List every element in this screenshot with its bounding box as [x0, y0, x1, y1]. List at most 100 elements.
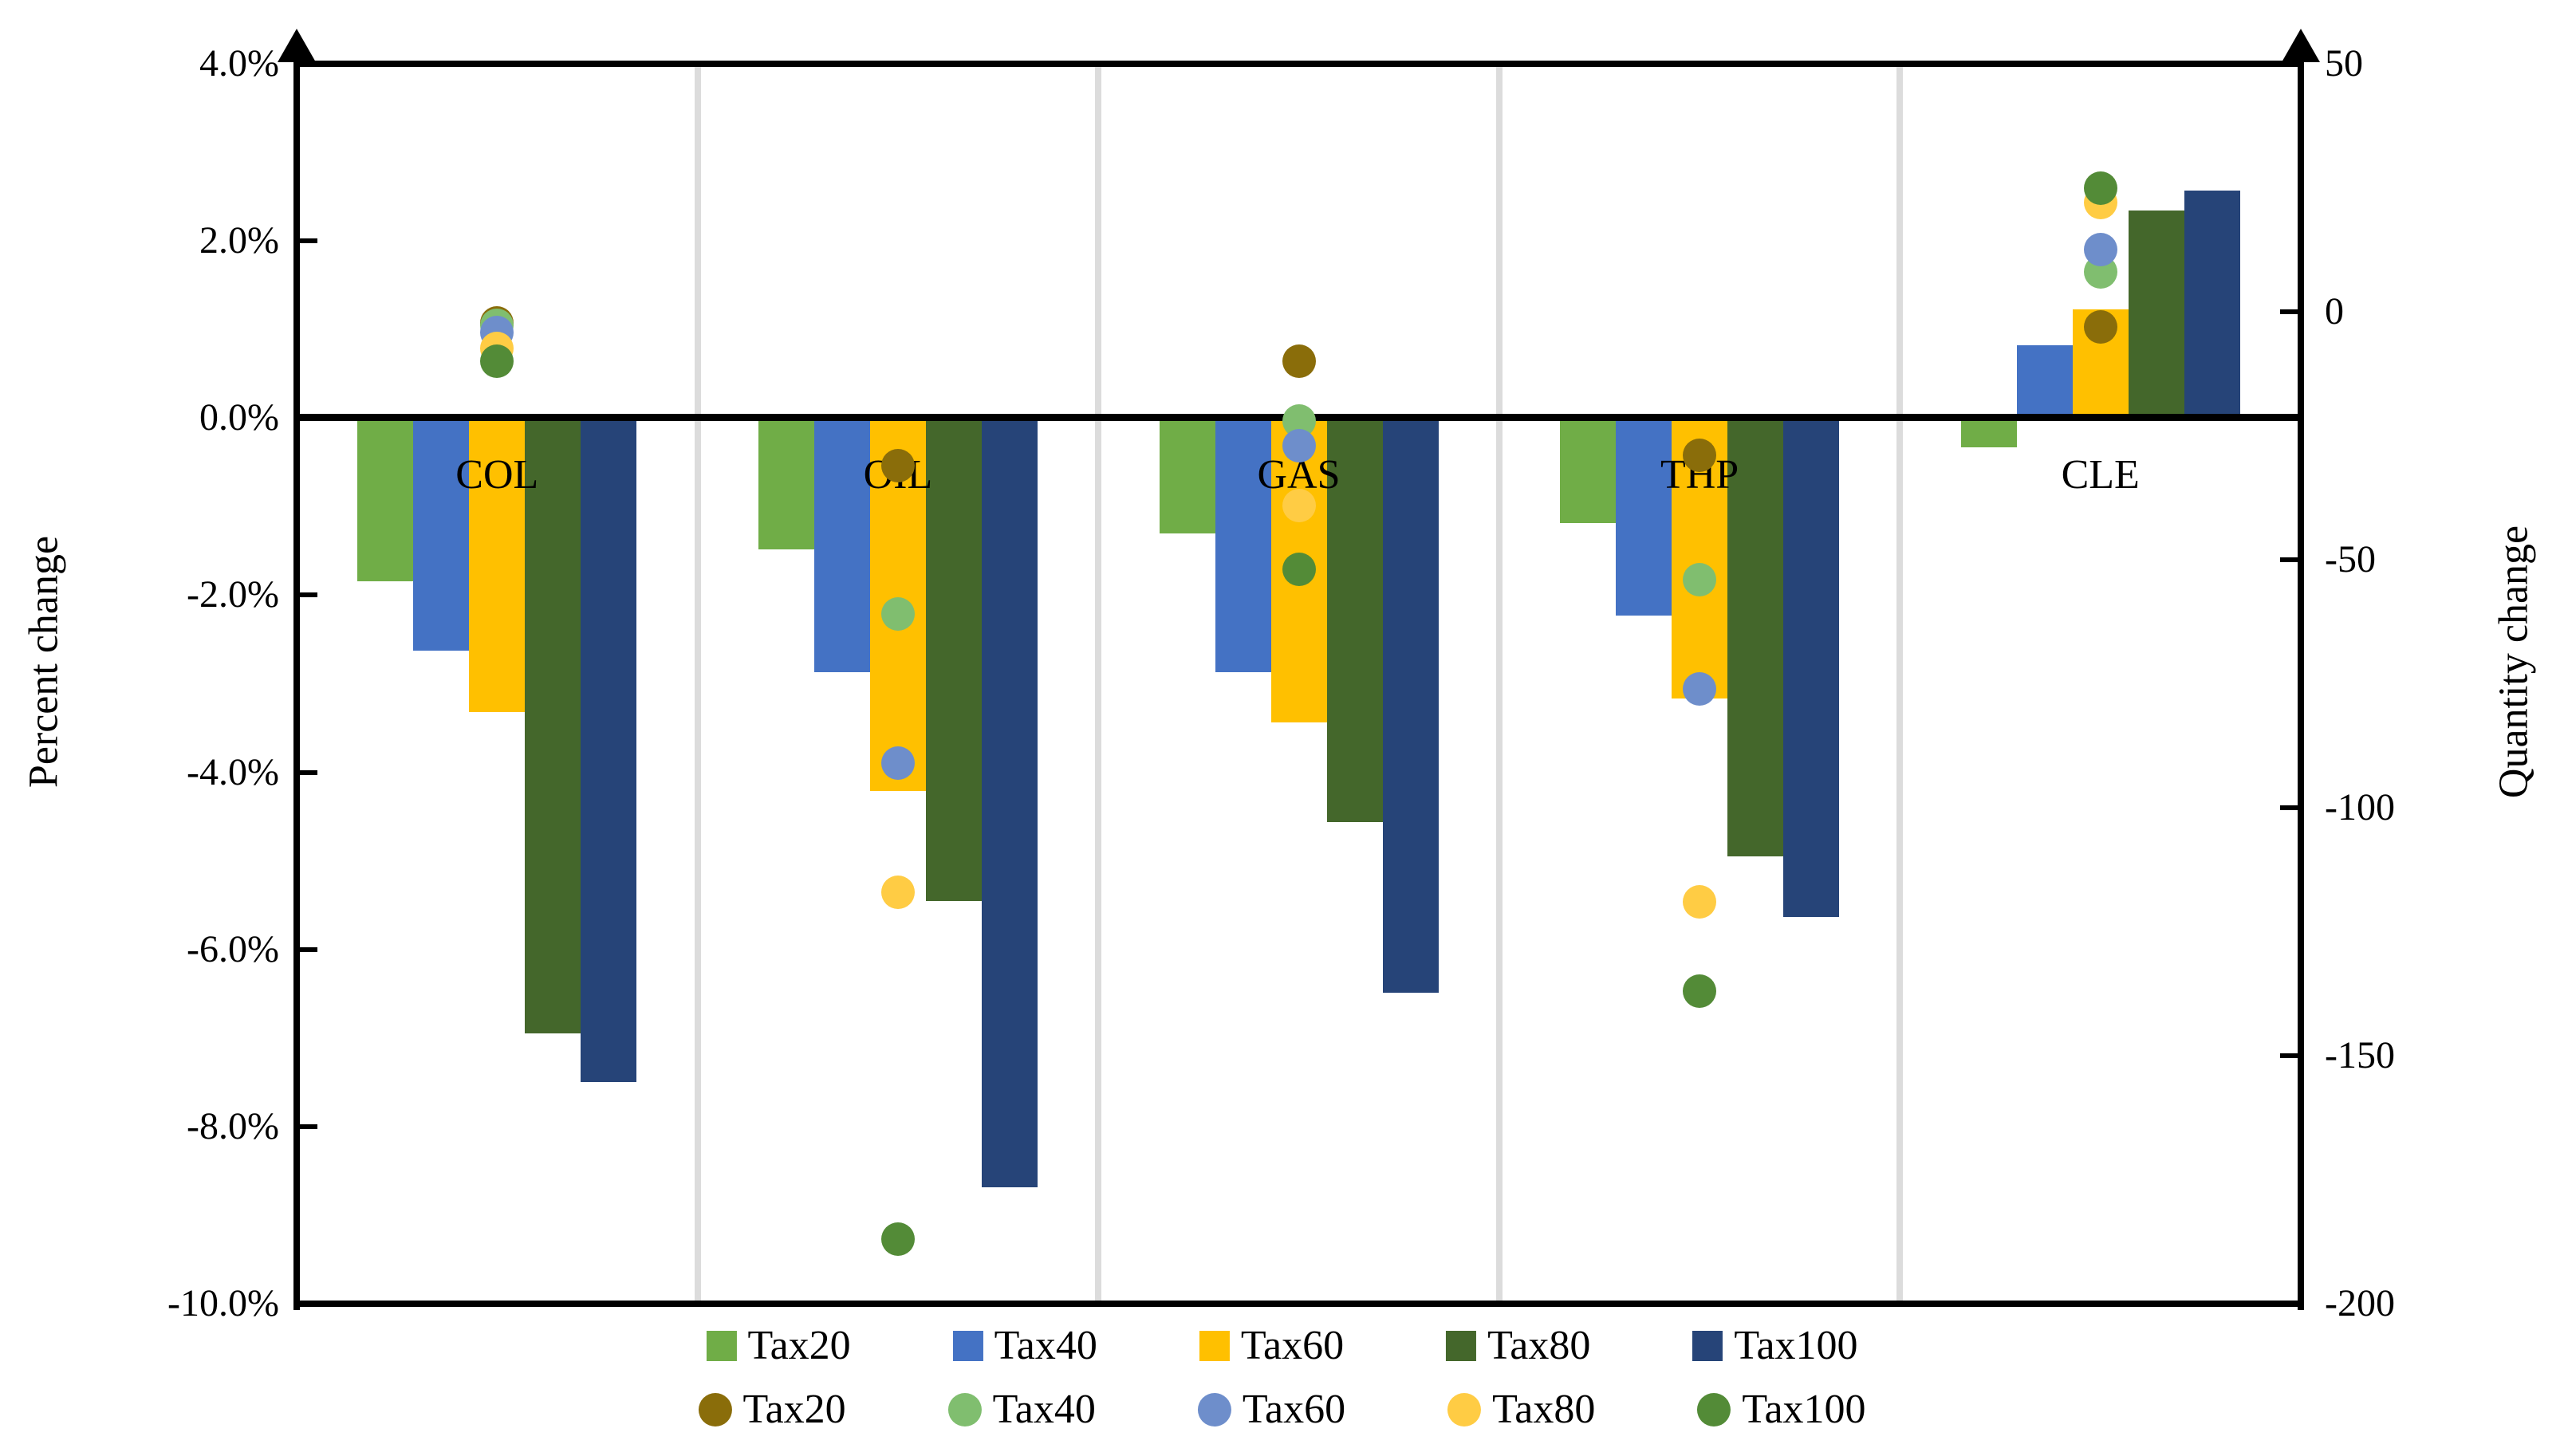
dot-THP-Tax60 — [1683, 671, 1717, 706]
dot-marker-icon — [1197, 1393, 1231, 1426]
legend-label: Tax60 — [1242, 1387, 1346, 1432]
dot-THP-Tax40 — [1683, 562, 1717, 596]
legend-item-bar-Tax80: Tax80 — [1446, 1325, 1590, 1367]
bar-marker-icon — [1692, 1331, 1723, 1361]
bar-CLE-Tax80 — [2128, 211, 2184, 419]
left-axis-tick — [300, 946, 317, 952]
dot-CLE-Tax20 — [2083, 309, 2117, 344]
group-separator-line — [694, 67, 701, 1301]
bar-THP-Tax80 — [1727, 418, 1784, 857]
legend-row-dots: Tax20 Tax40 Tax60 Tax80 Tax100 — [698, 1387, 1866, 1432]
legend-item-dot-Tax60: Tax60 — [1197, 1387, 1346, 1432]
legend-item-bar-Tax100: Tax100 — [1692, 1325, 1858, 1367]
dot-THP-Tax20 — [1683, 439, 1717, 473]
left-axis-tick-label: -6.0% — [187, 927, 279, 970]
dot-GAS-Tax100 — [1282, 553, 1316, 587]
dot-OIL-Tax40 — [880, 597, 915, 632]
legend-item-dot-Tax80: Tax80 — [1447, 1389, 1595, 1430]
left-axis-tick — [300, 238, 317, 244]
dot-GAS-Tax60 — [1282, 428, 1316, 462]
left-axis-line — [293, 35, 300, 1310]
legend-item-bar-Tax20: Tax20 — [706, 1323, 851, 1368]
bar-marker-icon — [1446, 1331, 1477, 1361]
right-axis-line — [2298, 35, 2304, 1310]
right-axis-tick-label: -50 — [2325, 538, 2376, 580]
dot-OIL-Tax100 — [880, 1222, 915, 1257]
legend-label: Tax100 — [1742, 1387, 1866, 1432]
right-axis-arrow-up — [2282, 29, 2320, 62]
bar-THP-Tax20 — [1560, 418, 1617, 524]
bottom-axis-line — [293, 1301, 2304, 1307]
dot-CLE-Tax60 — [2083, 233, 2117, 267]
right-axis-tick — [2280, 557, 2298, 562]
category-label-CLE: CLE — [2061, 452, 2140, 498]
dot-OIL-Tax60 — [880, 746, 915, 781]
bar-OIL-Tax40 — [813, 418, 870, 673]
left-axis-tick-label: -10.0% — [167, 1282, 279, 1324]
left-axis-tick-label: 4.0% — [199, 42, 279, 85]
right-axis-tick-label: 0 — [2325, 290, 2344, 333]
dot-marker-icon — [1697, 1393, 1731, 1426]
bar-CLE-Tax40 — [2016, 345, 2073, 419]
bar-COL-Tax80 — [525, 418, 581, 1034]
legend-label: Tax40 — [994, 1323, 1097, 1368]
left-axis-tick — [300, 592, 317, 598]
group-separator-line — [1896, 67, 1904, 1301]
right-axis-tick — [2280, 805, 2298, 810]
bar-THP-Tax100 — [1783, 418, 1840, 917]
right-axis-tick — [2280, 309, 2298, 314]
left-axis-tick-label: -4.0% — [187, 750, 279, 793]
bar-GAS-Tax40 — [1215, 418, 1271, 673]
top-border-line — [293, 61, 2304, 67]
dot-CLE-Tax100 — [2083, 171, 2117, 205]
legend-item-dot-Tax40: Tax40 — [947, 1387, 1096, 1432]
dot-marker-icon — [947, 1393, 982, 1426]
legend-label: Tax80 — [1492, 1387, 1596, 1432]
bar-marker-icon — [1199, 1331, 1230, 1361]
dot-OIL-Tax80 — [880, 875, 915, 909]
bar-COL-Tax20 — [357, 418, 414, 581]
right-axis-tick — [2280, 1053, 2298, 1058]
left-axis-tick-label: 2.0% — [199, 219, 279, 262]
right-axis-tick-label: -100 — [2325, 786, 2395, 828]
bar-CLE-Tax100 — [2184, 190, 2240, 419]
bar-GAS-Tax20 — [1159, 418, 1215, 533]
right-axis-tick-label: -150 — [2325, 1034, 2395, 1076]
left-axis-arrow-up — [278, 29, 316, 62]
legend-label: Tax80 — [1487, 1323, 1591, 1368]
legend-item-bar-Tax60: Tax60 — [1199, 1325, 1344, 1367]
bar-COL-Tax100 — [581, 418, 637, 1083]
legend-label: Tax20 — [742, 1387, 846, 1432]
legend-label: Tax40 — [992, 1387, 1096, 1432]
right-axis-tick-label: -200 — [2325, 1282, 2395, 1324]
left-axis-tick — [300, 769, 317, 775]
bar-OIL-Tax100 — [981, 418, 1038, 1188]
dot-THP-Tax80 — [1683, 885, 1717, 919]
legend-item-dot-Tax20: Tax20 — [698, 1387, 846, 1432]
dot-marker-icon — [1447, 1393, 1482, 1426]
bar-GAS-Tax100 — [1382, 418, 1439, 994]
bar-CLE-Tax20 — [1960, 418, 2017, 447]
legend-item-bar-Tax40: Tax40 — [952, 1323, 1097, 1368]
legend-label: Tax20 — [747, 1323, 851, 1368]
category-label-COL: COL — [455, 452, 539, 498]
dot-GAS-Tax80 — [1282, 488, 1316, 522]
bar-COL-Tax40 — [413, 418, 470, 651]
dot-marker-icon — [698, 1393, 732, 1426]
bar-THP-Tax40 — [1616, 418, 1672, 616]
left-axis-tick — [300, 415, 317, 421]
dot-GAS-Tax20 — [1282, 344, 1316, 379]
dot-THP-Tax100 — [1683, 974, 1717, 1009]
bar-marker-icon — [706, 1331, 737, 1361]
bar-marker-icon — [952, 1331, 983, 1361]
left-axis-tick-label: 0.0% — [199, 396, 279, 439]
left-axis-tick-label: -8.0% — [187, 1104, 279, 1147]
group-separator-line — [1495, 67, 1503, 1301]
dot-OIL-Tax20 — [880, 448, 915, 482]
group-separator-line — [1095, 67, 1102, 1301]
right-axis-tick-label: 50 — [2325, 42, 2363, 85]
legend-item-dot-Tax100: Tax100 — [1697, 1387, 1866, 1432]
bar-OIL-Tax20 — [758, 418, 814, 549]
